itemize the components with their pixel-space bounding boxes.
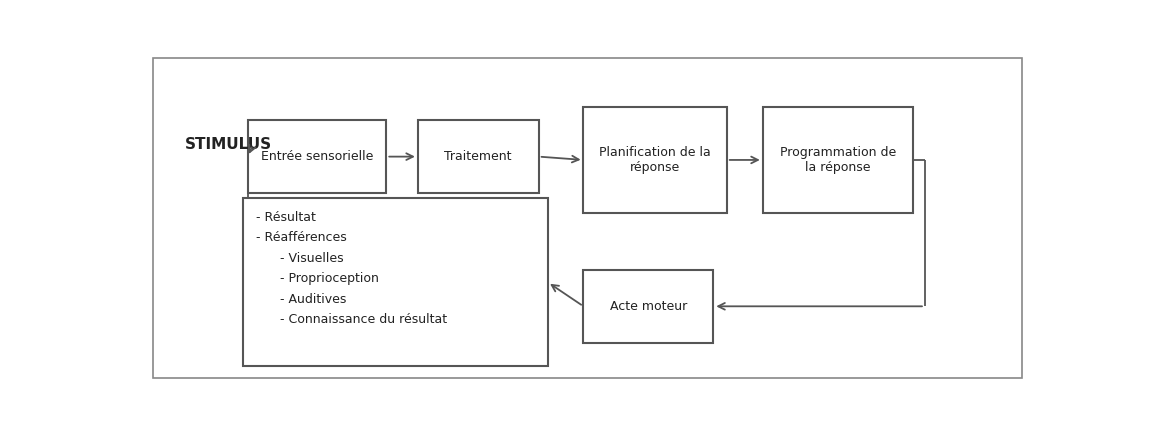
Bar [763, 107, 913, 213]
Bar [247, 120, 386, 193]
Text: Programmation de
la réponse: Programmation de la réponse [780, 146, 896, 174]
Text: - Résultat
- Réafférences
      - Visuelles
      - Proprioception
      - Audit: - Résultat - Réafférences - Visuelles - … [257, 211, 447, 326]
Text: Entrée sensorielle: Entrée sensorielle [261, 150, 373, 163]
Text: Planification de la
réponse: Planification de la réponse [599, 146, 711, 174]
Text: STIMULUS: STIMULUS [185, 137, 272, 152]
Bar [584, 270, 713, 343]
Text: Acte moteur: Acte moteur [610, 300, 687, 313]
Bar [584, 107, 727, 213]
Bar [417, 120, 539, 193]
Bar [243, 198, 548, 366]
Text: Traitement: Traitement [444, 150, 512, 163]
